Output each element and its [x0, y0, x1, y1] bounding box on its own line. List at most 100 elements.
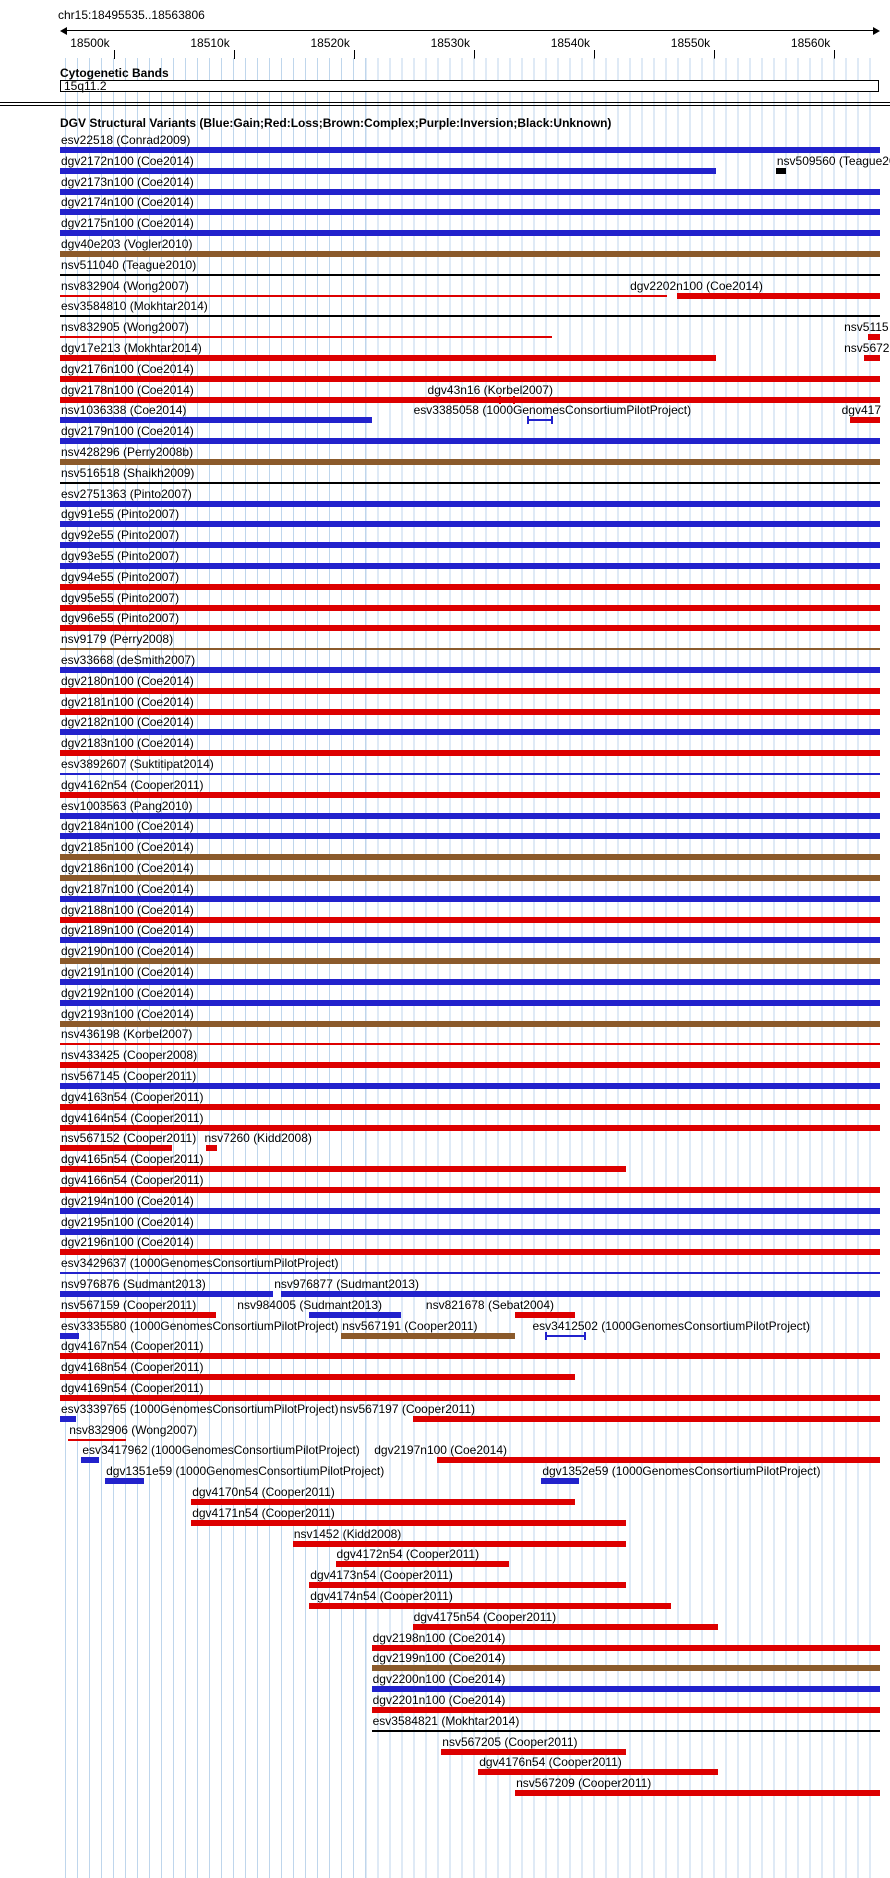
- variant-label[interactable]: dgv2190n100 (Coe2014): [61, 944, 194, 959]
- variant-bar[interactable]: [60, 500, 880, 507]
- variant-label[interactable]: dgv4173n54 (Cooper2011): [310, 1568, 453, 1583]
- variant-label[interactable]: dgv2173n100 (Coe2014): [61, 174, 194, 189]
- variant-label[interactable]: dgv91e55 (Pinto2007): [61, 507, 180, 522]
- variant-bar[interactable]: [60, 1103, 880, 1110]
- variant-bar[interactable]: [371, 1707, 880, 1713]
- variant-bar[interactable]: [60, 1062, 880, 1069]
- variant-bar[interactable]: [60, 833, 880, 840]
- variant-bar[interactable]: [68, 1438, 126, 1441]
- variant-label[interactable]: dgv2180n100 (Coe2014): [61, 673, 194, 688]
- variant-bar[interactable]: [60, 521, 880, 528]
- variant-bar[interactable]: [60, 812, 880, 819]
- variant-label[interactable]: dgv2182n100 (Coe2014): [61, 715, 194, 730]
- variant-label[interactable]: dgv2185n100 (Coe2014): [61, 840, 194, 855]
- variant-bar[interactable]: [60, 336, 552, 339]
- variant-label[interactable]: nsv567209 (Cooper2011): [516, 1776, 652, 1791]
- variant-bar[interactable]: [60, 167, 716, 174]
- variant-bar[interactable]: [60, 417, 372, 424]
- variant-bar[interactable]: [60, 750, 880, 757]
- variant-bar[interactable]: [60, 147, 880, 153]
- variant-bar[interactable]: [60, 251, 880, 257]
- variant-bar[interactable]: [60, 729, 880, 736]
- variant-bar[interactable]: [60, 1272, 880, 1275]
- variant-label[interactable]: dgv2179n100 (Coe2014): [61, 424, 194, 439]
- variant-label[interactable]: dgv2199n100 (Coe2014): [372, 1651, 506, 1666]
- variant-bar[interactable]: [191, 1499, 575, 1505]
- variant-label[interactable]: esv3385058 (1000GenomesConsortiumPilotPr…: [413, 403, 692, 418]
- variant-bar[interactable]: [60, 1187, 880, 1193]
- variant-bar[interactable]: [515, 1790, 880, 1797]
- variant-label[interactable]: nsv428296 (Perry2008b): [61, 445, 194, 459]
- variant-label[interactable]: esv3339765 (1000GenomesConsortiumPilotPr…: [61, 1401, 339, 1416]
- variant-bar[interactable]: [60, 273, 880, 276]
- variant-label[interactable]: nsv832905 (Wong2007): [61, 320, 189, 335]
- variant-label[interactable]: dgv93e55 (Pinto2007): [61, 549, 180, 563]
- variant-bar[interactable]: [60, 315, 880, 318]
- variant-label[interactable]: nsv984005 (Sudmant2013): [237, 1297, 383, 1312]
- variant-label[interactable]: dgv2192n100 (Coe2014): [61, 985, 194, 1000]
- variant-bar[interactable]: [60, 1332, 79, 1339]
- variant-bar[interactable]: [60, 708, 880, 715]
- variant-bar[interactable]: [849, 417, 880, 424]
- variant-bar[interactable]: [60, 481, 880, 484]
- variant-label[interactable]: dgv2191n100 (Coe2014): [61, 965, 194, 979]
- variant-label[interactable]: dgv2189n100 (Coe2014): [61, 923, 194, 938]
- variant-label[interactable]: nsv821678 (Sebat2004): [425, 1297, 554, 1312]
- variant-bar[interactable]: [60, 230, 880, 237]
- variant-label[interactable]: dgv2187n100 (Coe2014): [61, 881, 194, 896]
- variant-label[interactable]: nsv511040 (Teague2010): [61, 257, 197, 272]
- variant-label[interactable]: dgv4175n54 (Cooper2011): [413, 1609, 557, 1624]
- variant-label[interactable]: dgv4167n54 (Cooper2011): [61, 1339, 204, 1354]
- variant-bar[interactable]: [60, 294, 667, 297]
- variant-label[interactable]: dgv17e213 (Mokhtar2014): [61, 341, 202, 355]
- variant-label[interactable]: dgv2201n100 (Coe2014): [372, 1693, 506, 1707]
- variant-bar[interactable]: [60, 875, 880, 881]
- variant-label[interactable]: dgv417: [841, 403, 881, 418]
- variant-label[interactable]: esv22518 (Conrad2009): [61, 133, 191, 147]
- variant-bar[interactable]: [60, 687, 880, 694]
- variant-bar[interactable]: [863, 355, 880, 361]
- variant-label[interactable]: nsv9179 (Perry2008): [61, 632, 174, 647]
- variant-label[interactable]: esv3584810 (Mokhtar2014): [61, 299, 208, 314]
- variant-bar[interactable]: [775, 167, 786, 174]
- variant-label[interactable]: dgv2196n100 (Coe2014): [61, 1235, 194, 1250]
- variant-bar[interactable]: [60, 648, 880, 651]
- variant-label[interactable]: dgv2183n100 (Coe2014): [61, 736, 194, 751]
- variant-bar[interactable]: [60, 542, 880, 549]
- variant-label[interactable]: dgv1351e59 (1000GenomesConsortiumPilotPr…: [106, 1464, 385, 1479]
- variant-label[interactable]: dgv4169n54 (Cooper2011): [61, 1381, 204, 1395]
- variant-bar[interactable]: [371, 1729, 880, 1732]
- variant-label[interactable]: dgv95e55 (Pinto2007): [61, 590, 180, 605]
- variant-bar[interactable]: [309, 1582, 626, 1589]
- variant-bar[interactable]: [867, 334, 880, 341]
- variant-bar[interactable]: [60, 854, 880, 861]
- variant-bar[interactable]: [371, 1644, 880, 1651]
- variant-label[interactable]: dgv4164n54 (Cooper2011): [61, 1110, 204, 1125]
- variant-bar[interactable]: [81, 1457, 99, 1464]
- variant-label[interactable]: dgv2198n100 (Coe2014): [372, 1630, 506, 1645]
- variant-label[interactable]: nsv567205 (Cooper2011): [442, 1734, 578, 1749]
- variant-bar[interactable]: [341, 1332, 516, 1339]
- variant-bar[interactable]: [412, 1623, 719, 1630]
- variant-label[interactable]: dgv4171n54 (Cooper2011): [192, 1505, 335, 1520]
- variant-bar[interactable]: [60, 355, 716, 361]
- variant-bar[interactable]: [541, 1478, 580, 1485]
- variant-label[interactable]: dgv92e55 (Pinto2007): [61, 528, 180, 543]
- cytoband-box[interactable]: [60, 80, 879, 92]
- variant-bar[interactable]: [335, 1561, 509, 1568]
- variant-bar[interactable]: [60, 1249, 880, 1256]
- variant-label[interactable]: nsv1036338 (Coe2014): [61, 403, 187, 418]
- variant-label[interactable]: dgv2181n100 (Coe2014): [61, 694, 194, 709]
- variant-bar[interactable]: [60, 1145, 172, 1152]
- variant-bar[interactable]: [60, 667, 880, 673]
- variant-bar[interactable]: [281, 1291, 880, 1297]
- variant-label[interactable]: dgv2175n100 (Coe2014): [61, 216, 194, 231]
- variant-bar[interactable]: [60, 979, 880, 985]
- variant-bar[interactable]: [60, 375, 880, 382]
- variant-bar[interactable]: [515, 1311, 575, 1318]
- variant-label[interactable]: dgv2195n100 (Coe2014): [61, 1214, 194, 1229]
- variant-bar[interactable]: [498, 395, 516, 404]
- variant-bar[interactable]: [105, 1478, 144, 1485]
- variant-bar[interactable]: [60, 563, 880, 569]
- variant-bar[interactable]: [412, 1415, 880, 1422]
